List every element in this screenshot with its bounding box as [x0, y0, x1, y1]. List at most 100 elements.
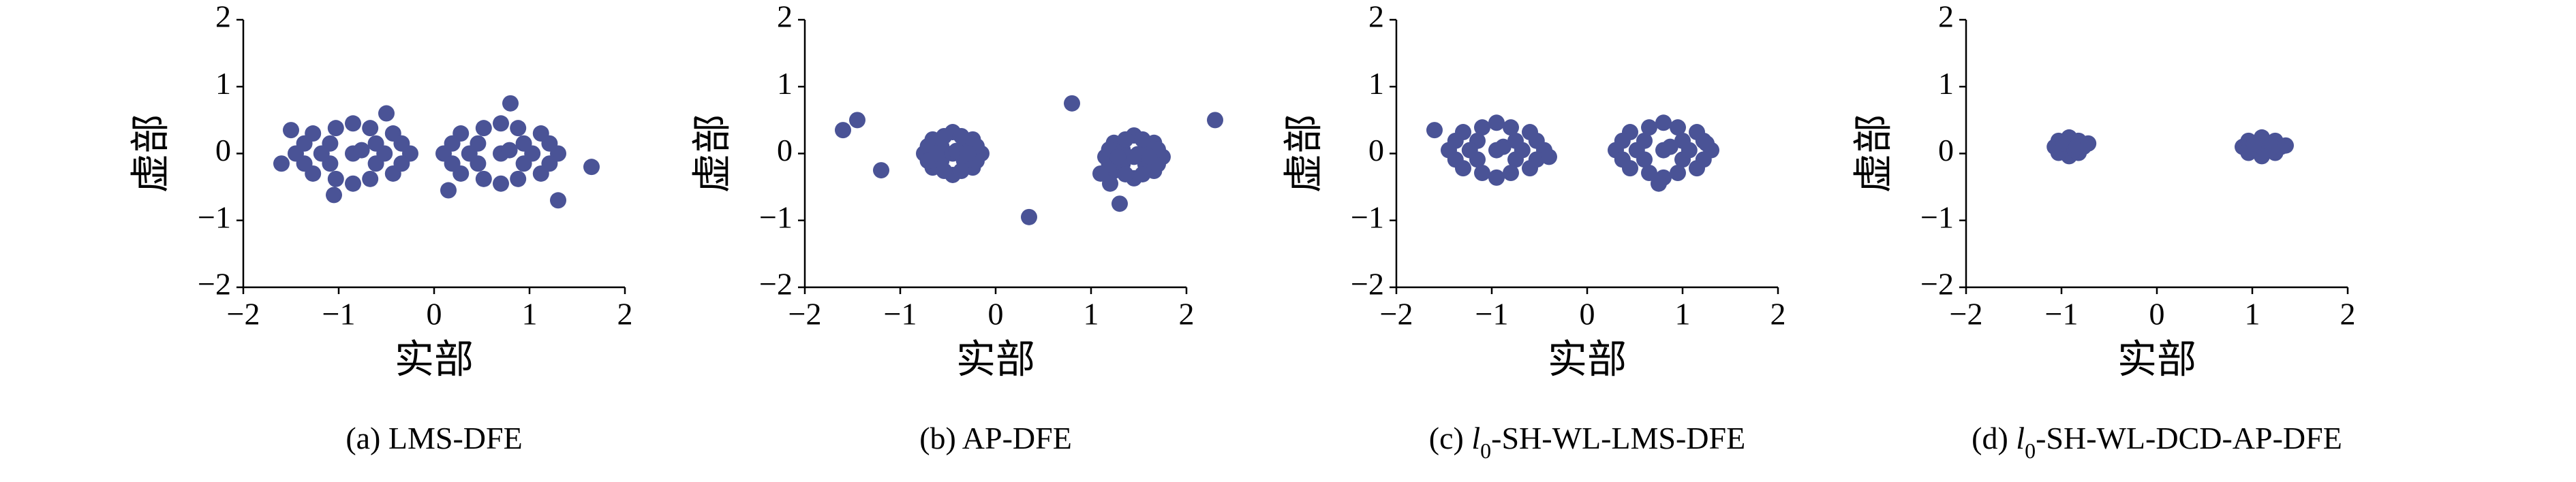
y-tick-label: 1: [1368, 66, 1384, 101]
point: [936, 127, 953, 144]
point: [376, 145, 393, 162]
point: [461, 145, 478, 162]
point: [1141, 148, 1158, 165]
panel: −2 −1 0 1 2 −2 −1 0 1 2 实部 虚部 (a) LMS-DFE: [128, 0, 632, 455]
point: [501, 142, 518, 159]
point: [1021, 208, 1037, 225]
point: [1628, 142, 1645, 159]
point: [345, 175, 361, 192]
point: [1670, 119, 1686, 136]
y-axis-label: 虚部: [128, 114, 172, 193]
point: [444, 155, 461, 172]
point: [1503, 164, 1519, 181]
caption-part: (d): [1972, 421, 2016, 455]
point: [1207, 112, 1223, 129]
point: [440, 182, 457, 199]
point: [953, 127, 970, 144]
x-tick-label: 2: [617, 297, 633, 332]
point: [1447, 132, 1464, 149]
point: [541, 155, 558, 172]
y-tick-label: −2: [198, 267, 231, 302]
point: [327, 120, 344, 137]
y-tick-label: 1: [215, 66, 231, 101]
point: [1514, 142, 1531, 159]
point: [273, 155, 290, 172]
point: [953, 163, 970, 180]
caption-part: 0: [1480, 438, 1491, 463]
x-tick-label: 0: [1580, 297, 1595, 332]
point: [475, 170, 492, 187]
x-tick-label: −1: [1475, 297, 1509, 332]
point: [1641, 164, 1657, 181]
x-tick-label: −2: [1950, 297, 1983, 332]
point: [1102, 175, 1118, 192]
x-tick-label: 2: [1179, 297, 1195, 332]
point: [1474, 119, 1490, 136]
x-tick-label: 2: [1770, 297, 1786, 332]
point: [524, 145, 541, 162]
y-tick-label: −1: [759, 199, 793, 234]
point: [1528, 151, 1545, 168]
point: [1661, 138, 1678, 155]
caption: (d) l0-SH-WL-DCD-AP-DFE: [1972, 421, 2342, 464]
x-axis-label: 实部: [1548, 337, 1627, 381]
point: [1109, 148, 1126, 165]
point: [1695, 151, 1712, 168]
y-tick-label: −2: [759, 267, 793, 302]
point: [2264, 138, 2281, 155]
x-axis-label: 实部: [956, 337, 1035, 381]
point: [928, 145, 945, 162]
point: [1503, 119, 1519, 136]
x-tick-label: 1: [1084, 297, 1099, 332]
point: [1426, 122, 1443, 139]
point: [393, 155, 410, 172]
caption: (a) LMS-DFE: [346, 421, 522, 455]
point: [393, 135, 410, 152]
point: [1117, 131, 1134, 148]
point: [550, 192, 566, 209]
y-tick-label: 0: [777, 133, 793, 167]
y-tick-label: −1: [1351, 199, 1384, 234]
x-tick-label: 0: [427, 297, 442, 332]
point: [1670, 164, 1686, 181]
y-tick-label: −1: [1920, 199, 1954, 234]
point: [1111, 195, 1128, 212]
caption-part: l: [2016, 421, 2025, 455]
point: [283, 122, 299, 139]
point: [1474, 164, 1490, 181]
point: [475, 120, 492, 137]
x-tick-label: 1: [2245, 297, 2260, 332]
point: [353, 142, 370, 159]
point: [2080, 135, 2097, 152]
x-tick-label: 1: [522, 297, 538, 332]
x-axis-label: 实部: [2117, 337, 2196, 381]
x-tick-label: −1: [884, 297, 917, 332]
y-tick-label: 2: [1938, 0, 1954, 34]
x-tick-label: 2: [2340, 297, 2356, 332]
point: [1614, 151, 1631, 168]
y-tick-label: 2: [777, 0, 793, 34]
point: [327, 170, 344, 187]
point: [583, 159, 600, 176]
x-axis-label: 实部: [395, 337, 474, 381]
point: [1651, 175, 1667, 192]
point: [1488, 169, 1505, 186]
point: [493, 115, 509, 132]
x-tick-label: −2: [1380, 297, 1413, 332]
caption-part: l: [1471, 421, 1480, 455]
y-tick-label: −2: [1351, 267, 1384, 302]
point: [510, 120, 527, 137]
caption-part: -SH-WL-LMS-DFE: [1491, 421, 1745, 455]
point: [541, 135, 558, 152]
panel: −2 −1 0 1 2 −2 −1 0 1 2 实部 虚部 (b) AP-DFE: [690, 0, 1223, 455]
caption-part: (a) LMS-DFE: [346, 421, 522, 455]
caption: (b) AP-DFE: [919, 421, 1072, 455]
point: [502, 95, 519, 112]
point: [1528, 132, 1545, 149]
point: [1461, 142, 1478, 159]
point: [1488, 114, 1505, 131]
point: [345, 115, 361, 132]
